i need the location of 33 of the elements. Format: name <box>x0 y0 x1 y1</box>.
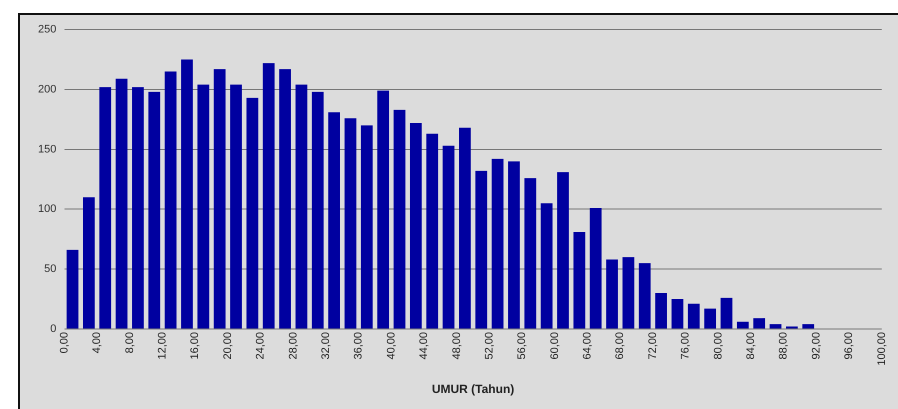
y-tick-label: 0 <box>50 322 56 335</box>
x-tick-label: 32,00 <box>320 332 332 360</box>
x-tick-label: 16,00 <box>189 332 202 360</box>
x-tick-label: 100,00 <box>876 332 888 366</box>
x-tick-label: 20,00 <box>222 332 234 360</box>
x-tick-label: 28,00 <box>287 332 300 360</box>
x-tick-label: 76,00 <box>680 332 692 360</box>
x-tick-label: 80,00 <box>712 332 724 360</box>
x-tick-label: 48,00 <box>450 332 463 360</box>
y-tick-label: 250 <box>38 24 56 36</box>
x-tick-label: 0,00 <box>58 332 70 354</box>
x-tick-label: 96,00 <box>843 332 856 360</box>
x-tick-label: 44,00 <box>418 332 430 360</box>
x-tick-label: 84,00 <box>745 332 758 360</box>
x-tick-label: 72,00 <box>646 332 659 360</box>
x-tick-label: 40,00 <box>385 332 398 360</box>
x-tick-label: 8,00 <box>124 332 136 354</box>
x-tick-label: 68,00 <box>614 332 626 360</box>
y-tick-label: 50 <box>44 263 56 276</box>
x-tick-label: 88,00 <box>778 332 790 360</box>
y-tick-label: 200 <box>38 84 56 96</box>
x-axis-title: UMUR (Tahun) <box>432 382 514 396</box>
x-tick-label: 92,00 <box>810 332 822 360</box>
x-tick-label: 60,00 <box>548 332 561 360</box>
x-tick-label: 64,00 <box>582 332 594 360</box>
x-tick-label: 12,00 <box>156 332 168 360</box>
x-tick-label: 24,00 <box>254 332 267 360</box>
y-tick-label: 100 <box>38 203 56 216</box>
x-tick-label: 56,00 <box>516 332 528 360</box>
x-tick-label: 36,00 <box>352 332 365 360</box>
x-tick-label: 4,00 <box>91 332 104 354</box>
y-tick-label: 150 <box>38 143 56 156</box>
x-tick-label: 52,00 <box>483 332 496 360</box>
